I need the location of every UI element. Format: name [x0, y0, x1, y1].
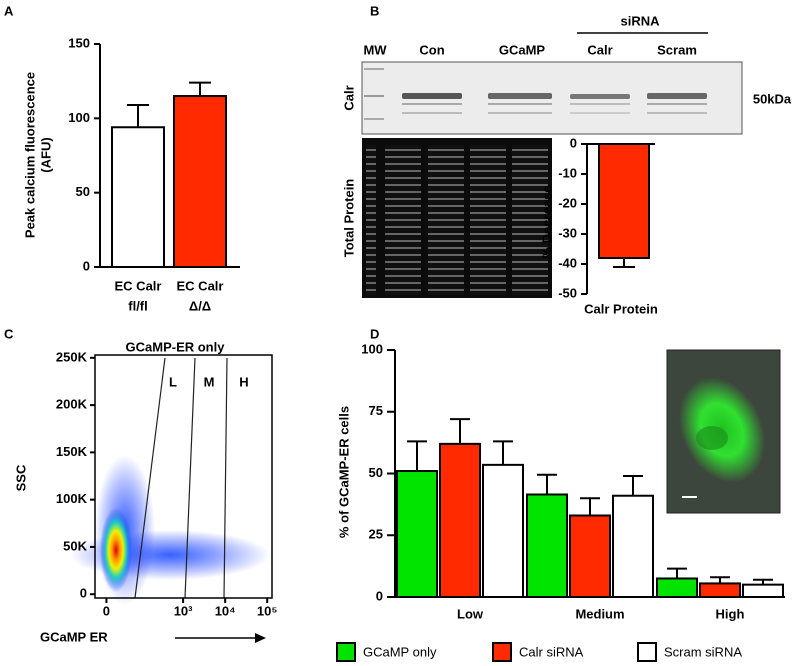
y-tick-label: 0 — [80, 586, 87, 601]
y-tick-label: -10 — [558, 165, 577, 180]
x-tick-label: EC Calr — [115, 278, 162, 293]
x-tick-label: fl/fl — [128, 298, 148, 313]
density-cloud — [70, 455, 270, 605]
y-axis-label: % Decrease — [539, 186, 554, 259]
y-tick-label: 50K — [63, 538, 87, 553]
x-tick-label: Calr Protein — [584, 301, 658, 316]
x-tick-label: 10⁵ — [257, 603, 278, 618]
legend-swatch — [637, 642, 657, 662]
bar — [742, 583, 784, 599]
y-tick-label: 50 — [76, 184, 90, 199]
panel-label: A — [4, 3, 14, 18]
y-tick-label: -40 — [558, 255, 577, 270]
y-tick-label: 25 — [369, 527, 383, 542]
y-tick-label: -30 — [558, 225, 577, 240]
x-tick-label: Δ/Δ — [189, 298, 211, 313]
gel-lanes — [366, 145, 548, 295]
y-tick-label: 0 — [83, 258, 90, 273]
legend-label: Calr siRNA — [519, 644, 584, 659]
y-tick-label: 200K — [56, 397, 88, 412]
lane-label: Scram — [657, 42, 697, 57]
y-tick-label: -20 — [558, 195, 577, 210]
y-tick-label: 0 — [376, 588, 383, 603]
blot-bands — [364, 68, 707, 120]
y-axis-label: Peak calcium fluorescence — [22, 72, 37, 238]
bar — [396, 470, 438, 598]
y-tick-label: 100 — [68, 110, 90, 125]
x-tick-label: EC Calr — [177, 278, 224, 293]
arrow-head — [255, 633, 266, 643]
bar — [482, 463, 524, 599]
bar — [569, 514, 611, 598]
lane-label: GCaMP — [499, 42, 546, 57]
lane-label: Con — [419, 42, 444, 57]
gates — [134, 357, 228, 599]
inset-image — [666, 349, 781, 514]
y-tick-label: 100K — [56, 491, 88, 506]
panel-label: B — [370, 3, 379, 18]
bar — [111, 126, 165, 269]
y-tick-label: 100 — [361, 341, 383, 356]
bar — [598, 143, 650, 259]
gate-label: L — [169, 374, 177, 389]
x-tick-label: High — [716, 606, 745, 621]
y-tick-label: 150 — [68, 35, 90, 50]
panel-label: D — [370, 326, 379, 341]
gate-label: M — [204, 374, 215, 389]
bar — [699, 582, 741, 598]
legend-label: Scram siRNA — [664, 644, 742, 659]
plot-title: GCaMP-ER only — [126, 339, 226, 354]
y-axis-label: % of GCaMP-ER cells — [336, 406, 351, 538]
row-label: Calr — [341, 85, 356, 110]
bar — [612, 494, 654, 599]
x-tick-label: Low — [457, 606, 484, 621]
bar — [656, 577, 698, 598]
panel-label: C — [4, 326, 14, 341]
row-label: Total Protein — [341, 179, 356, 258]
x-tick-label: 10⁴ — [215, 603, 236, 618]
y-axis-label: (AFU) — [38, 137, 53, 172]
y-tick-label: 0 — [570, 135, 577, 150]
size-marker: 50kDa — [753, 91, 792, 106]
legend-swatch — [336, 642, 356, 662]
x-axis-label: GCaMP ER — [40, 629, 108, 644]
bar — [439, 442, 481, 598]
y-tick-label: 150K — [56, 444, 88, 459]
legend-label: GCaMP only — [363, 644, 437, 659]
bar — [173, 95, 227, 268]
y-axis-label: SSC — [13, 464, 28, 491]
x-tick-label: 0 — [103, 603, 110, 618]
y-tick-label: 50 — [369, 465, 383, 480]
y-tick-label: 75 — [369, 403, 383, 418]
lane-label: Calr — [587, 42, 612, 57]
y-tick-label: 250K — [56, 349, 88, 364]
lane-label: MW — [363, 42, 387, 57]
legend-swatch — [492, 642, 512, 662]
y-tick-label: -50 — [558, 285, 577, 300]
gate-label: H — [239, 374, 248, 389]
bar — [526, 493, 568, 598]
x-tick-label: 10³ — [174, 603, 193, 618]
group-label: siRNA — [620, 13, 660, 28]
x-tick-label: Medium — [575, 606, 624, 621]
